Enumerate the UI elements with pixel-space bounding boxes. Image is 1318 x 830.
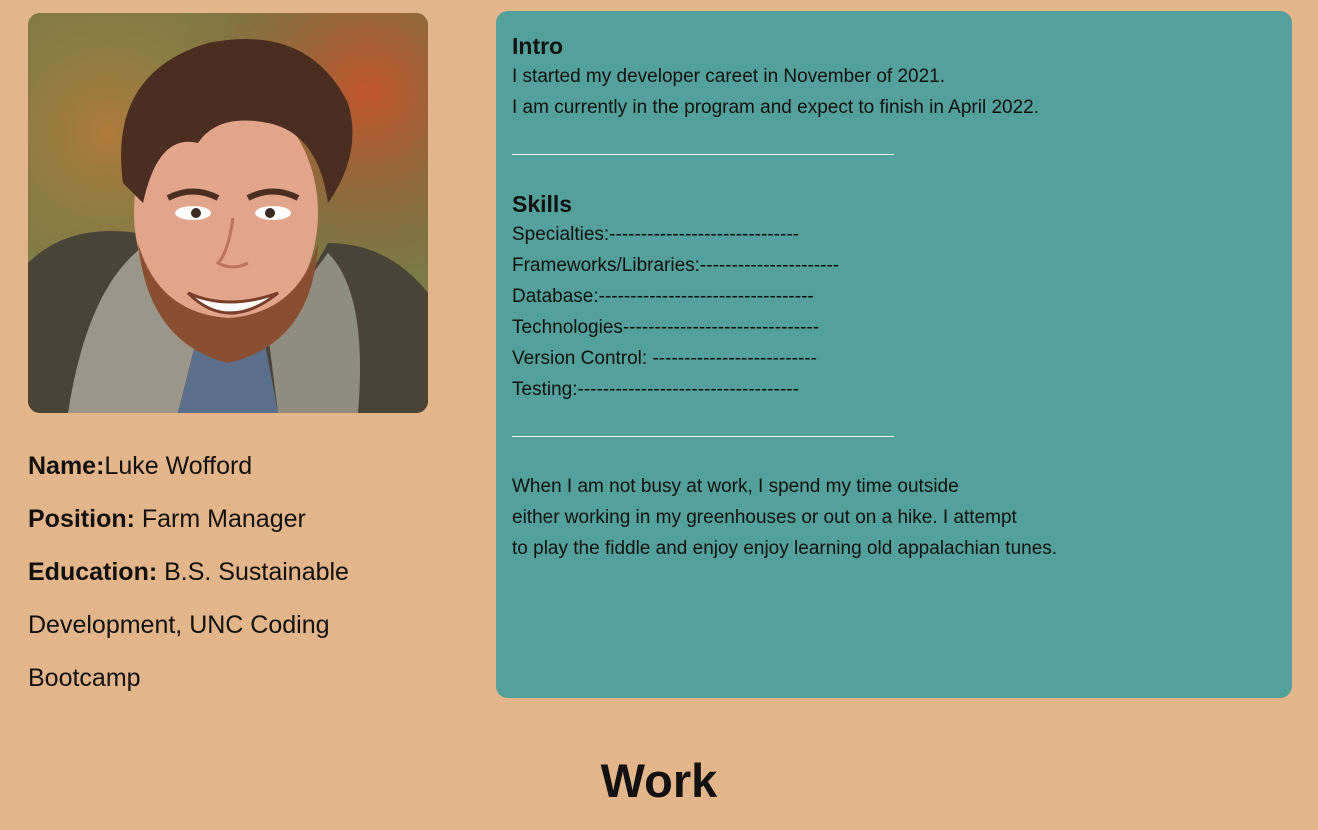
position-label: Position:: [28, 505, 135, 533]
skills-heading: Skills: [512, 191, 573, 217]
about-line: to play the fiddle and enjoy enjoy learn…: [512, 538, 1058, 559]
skill-line: Database:-------------------------------…: [512, 286, 814, 307]
position-value: Farm Manager: [134, 505, 306, 533]
skill-line: Technologies----------------------------…: [512, 317, 820, 338]
skill-line: Version Control: -----------------------…: [512, 348, 817, 369]
education-value: B.S. Sustainable Development, UNC Coding…: [28, 558, 349, 692]
about-card: Intro I started my developer careet in N…: [496, 11, 1292, 698]
position-row: Position: Farm Manager: [28, 493, 428, 546]
skill-line: Specialties:----------------------------…: [512, 224, 799, 245]
education-label: Education:: [28, 558, 158, 586]
name-value: Luke Wofford: [104, 452, 253, 480]
work-heading: Work: [600, 754, 718, 807]
skill-line: Testing:--------------------------------…: [512, 379, 799, 400]
portrait-image: [28, 13, 428, 413]
intro-line: I am currently in the program and expect…: [512, 97, 1039, 118]
profile-photo: [28, 13, 428, 413]
about-line: When I am not busy at work, I spend my t…: [512, 476, 959, 497]
name-label: Name:: [28, 452, 105, 480]
education-row: Education: B.S. Sustainable Development,…: [28, 546, 428, 705]
intro-heading: Intro: [512, 33, 564, 59]
name-row: Name:Luke Wofford: [28, 440, 428, 493]
section-divider: [512, 154, 894, 155]
section-divider: [512, 436, 894, 437]
about-line: either working in my greenhouses or out …: [512, 507, 1017, 528]
intro-line: I started my developer careet in Novembe…: [512, 66, 946, 87]
skill-line: Frameworks/Libraries:-------------------…: [512, 255, 840, 276]
profile-column: Name:Luke Wofford Position: Farm Manager…: [28, 13, 428, 705]
profile-info: Name:Luke Wofford Position: Farm Manager…: [28, 440, 428, 705]
